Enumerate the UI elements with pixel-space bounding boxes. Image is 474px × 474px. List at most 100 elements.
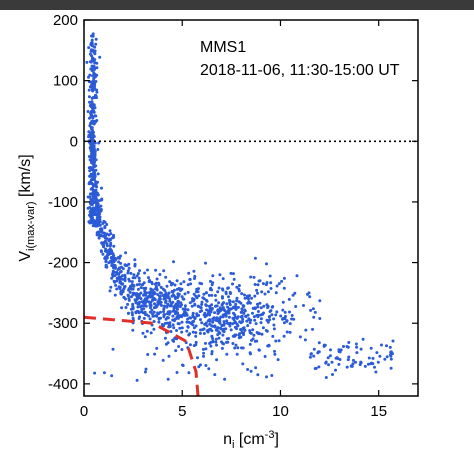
data-point: [228, 300, 232, 303]
data-point: [86, 195, 90, 199]
data-point: [290, 317, 294, 321]
data-point: [145, 291, 149, 295]
data-point: [277, 282, 281, 286]
data-point: [103, 236, 107, 240]
data-point: [216, 308, 220, 312]
data-point: [183, 312, 187, 316]
data-point: [253, 318, 257, 322]
data-point: [317, 350, 321, 354]
data-point: [90, 54, 94, 58]
data-point: [96, 210, 100, 214]
data-point: [163, 289, 167, 293]
data-point: [108, 244, 112, 248]
data-point: [256, 310, 260, 313]
data-point: [281, 308, 285, 312]
data-point: [97, 141, 101, 145]
data-point: [197, 287, 200, 291]
data-point: [202, 332, 206, 335]
data-point: [217, 330, 221, 334]
data-point: [257, 348, 261, 352]
data-point: [197, 313, 201, 317]
data-point: [238, 332, 241, 336]
data-point: [87, 46, 91, 50]
data-point: [162, 269, 166, 273]
data-point: [257, 279, 261, 283]
data-point: [188, 301, 192, 305]
data-point: [206, 328, 210, 332]
data-point: [268, 315, 271, 318]
data-point: [215, 316, 219, 320]
data-point: [200, 309, 204, 313]
data-point: [187, 371, 191, 375]
data-point: [276, 358, 280, 362]
data-point: [91, 89, 95, 93]
data-point: [306, 292, 309, 296]
y-tick-label: -100: [48, 194, 78, 211]
data-point: [232, 277, 236, 281]
data-point: [251, 311, 254, 315]
data-point: [183, 292, 187, 296]
data-point: [110, 256, 113, 260]
data-point: [144, 304, 148, 308]
axis-ticks: 0 5 10 15 200 100 0 -100 -200 -300 -400: [48, 12, 418, 420]
data-point: [223, 377, 227, 381]
data-point: [124, 306, 128, 309]
data-point: [171, 338, 175, 342]
data-point: [89, 173, 93, 177]
data-point: [227, 315, 231, 319]
data-point: [164, 317, 168, 321]
data-point: [308, 355, 312, 359]
data-point: [91, 216, 94, 220]
data-point: [172, 288, 176, 292]
data-point: [103, 256, 107, 260]
data-point: [198, 331, 202, 335]
data-point: [91, 144, 95, 147]
data-point: [383, 357, 387, 361]
data-point: [89, 166, 93, 169]
data-point: [147, 291, 151, 295]
data-point: [93, 371, 97, 375]
data-point: [228, 324, 232, 328]
data-point: [385, 344, 388, 348]
data-point: [373, 365, 376, 369]
data-point: [243, 296, 247, 300]
data-point: [110, 276, 114, 280]
y-axis-title: Vi(max-var) [km/s]: [17, 154, 37, 261]
data-point: [131, 287, 135, 291]
data-point: [347, 355, 351, 359]
data-point: [231, 300, 235, 304]
data-point: [173, 317, 177, 321]
data-point: [94, 42, 98, 46]
data-point: [97, 205, 101, 209]
data-point: [241, 317, 245, 321]
data-point: [104, 259, 108, 263]
data-point: [101, 252, 105, 256]
data-point: [215, 358, 219, 362]
data-point: [229, 292, 232, 295]
data-point: [131, 293, 135, 297]
data-point: [137, 311, 141, 315]
data-point: [105, 250, 109, 253]
data-point: [123, 276, 127, 279]
data-point: [210, 293, 214, 297]
data-point: [143, 310, 147, 314]
data-point: [86, 110, 90, 113]
x-tick-label: 10: [272, 403, 289, 420]
data-point: [149, 331, 153, 335]
data-point: [220, 324, 224, 328]
data-point: [248, 351, 252, 355]
data-point: [91, 96, 95, 99]
data-point: [87, 182, 91, 186]
data-point: [288, 330, 292, 334]
data-point: [210, 288, 213, 292]
data-point: [151, 295, 154, 299]
data-point: [361, 337, 365, 341]
data-point: [359, 360, 363, 364]
data-point: [136, 305, 140, 309]
data-point: [172, 260, 175, 264]
data-point: [256, 305, 260, 309]
data-point: [90, 161, 94, 165]
data-point: [94, 188, 98, 192]
data-point: [309, 352, 313, 356]
